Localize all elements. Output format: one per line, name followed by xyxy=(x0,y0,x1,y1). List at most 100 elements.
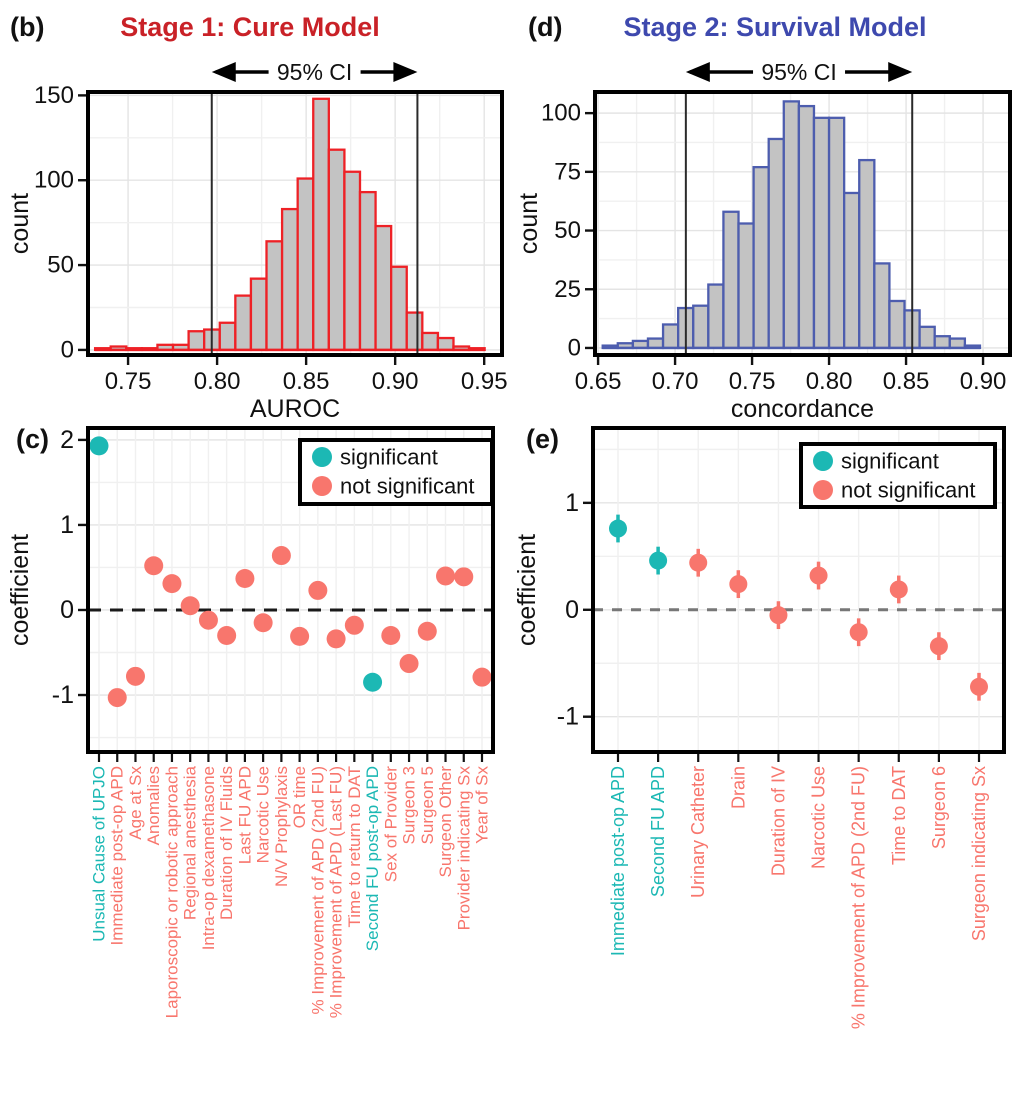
coefficient-point xyxy=(970,677,988,696)
coefficient-point xyxy=(125,666,145,686)
histogram-bar xyxy=(421,331,440,352)
category-label: Provider indicating Sx xyxy=(454,766,473,931)
legend-label-significant: significant xyxy=(340,445,438,470)
y-tick-label: 1 xyxy=(565,489,579,517)
histogram-bar xyxy=(752,165,770,350)
coefficient-point xyxy=(381,625,401,645)
panel-e-tag: (e) xyxy=(526,424,559,454)
panel-b-chart-svg: 0.75 0.80 0.85 0.90 0.95 0 50 100 150 AUROC count 9… xyxy=(6,58,508,423)
y-axis-label: coefficient xyxy=(513,534,541,646)
not-significant-dot-icon xyxy=(813,480,833,500)
histogram-bar xyxy=(296,177,315,352)
y-tick-label: 2 xyxy=(60,426,74,454)
coefficient-point xyxy=(344,615,364,635)
y-tick-label: 100 xyxy=(541,100,581,127)
legend-label-not-significant: not significant xyxy=(340,474,475,499)
y-tick-label: 75 xyxy=(554,158,581,185)
coefficient-point xyxy=(107,688,127,708)
histogram-bar xyxy=(948,337,967,350)
histogram-bar xyxy=(918,325,936,350)
coefficient-point xyxy=(809,566,828,585)
category-label: Regional anesthesia xyxy=(181,765,200,920)
histogram-bar xyxy=(692,304,710,350)
category-label: Surgeon Other xyxy=(436,766,455,878)
x-tick-label: 0.90 xyxy=(960,368,1007,395)
category-label: Narcotic Use xyxy=(254,766,273,863)
panel-d-chart-svg: 0.65 0.70 0.75 0.80 0.85 0.90 0 25 50 75 100 concor… xyxy=(515,58,1012,423)
category-label: % Improvement of APD (2nd FU) xyxy=(849,766,869,1029)
category-label: Duration of IV Fluids xyxy=(217,766,236,920)
plot-border xyxy=(86,90,504,357)
x-tick-label: 0.85 xyxy=(283,368,330,395)
histogram-bar xyxy=(737,222,755,350)
y-tick-label: 0 xyxy=(565,596,579,624)
coefficient-point xyxy=(198,610,218,630)
panel-b-histogram: 0.75 0.80 0.85 0.90 0.95 0 50 100 150 AUROC count 9… xyxy=(0,40,512,430)
category-label: Drain xyxy=(728,766,748,809)
category-label: Duration of IV xyxy=(768,766,788,876)
coefficient-point xyxy=(769,606,788,625)
coefficient-point xyxy=(417,621,437,641)
coefficient-point xyxy=(689,553,708,572)
histogram-bar xyxy=(187,330,206,352)
y-axis-label: count xyxy=(515,193,543,254)
ci-label: 95% CI xyxy=(277,59,352,85)
coefficient-point xyxy=(89,436,109,456)
panel-b-tag: (b) xyxy=(10,12,45,42)
histogram-bar xyxy=(858,158,876,350)
plot-border xyxy=(86,426,495,754)
y-tick-label: 0 xyxy=(60,596,74,624)
x-tick-label: 0.80 xyxy=(806,368,853,395)
category-label: Unsual Cause of UPJO xyxy=(90,766,109,942)
category-label: Surgeon 6 xyxy=(929,766,949,849)
coefficient-point xyxy=(271,546,291,566)
ci-label: 95% CI xyxy=(761,59,836,85)
ci-annotation: 95% CI xyxy=(685,58,913,86)
y-tick-label: 50 xyxy=(47,252,74,279)
x-tick-label: 0.75 xyxy=(729,368,776,395)
coefficient-point xyxy=(609,519,627,538)
not-significant-dot-icon xyxy=(312,476,332,496)
histogram-bar xyxy=(265,240,284,352)
histogram-bar xyxy=(358,190,377,352)
panel-e-chart-svg: -1 0 1 coefficient Immediate post-op APD Seco… xyxy=(513,426,1006,1029)
category-label: Laporoscopic or robotic approach xyxy=(162,766,181,1018)
y-tick-label: 150 xyxy=(34,82,74,109)
significant-dot-icon xyxy=(813,451,833,471)
category-label: Anomalies xyxy=(144,766,163,845)
ci-annotation: 95% CI xyxy=(211,58,418,86)
coefficient-point xyxy=(180,596,200,616)
x-tick-label: 0.70 xyxy=(652,368,699,395)
category-label: N/V Prophylaxis xyxy=(272,766,291,887)
coefficient-point xyxy=(454,567,474,587)
legend: significant not significant xyxy=(298,438,494,506)
category-label: Time to DAT xyxy=(889,766,909,865)
coefficient-point xyxy=(436,566,456,586)
histogram-bar xyxy=(436,336,455,352)
x-tick-label: 0.80 xyxy=(194,368,241,395)
histogram-bar xyxy=(797,104,816,350)
legend-label-not-significant: not significant xyxy=(841,478,976,503)
panel-c-chart-svg: -1 0 1 2 coefficient Unsual Cause of UPJO Imme… xyxy=(6,426,495,1018)
left-arrowhead-icon xyxy=(685,62,710,82)
category-label: Age at Sx xyxy=(126,766,145,840)
histogram-bar xyxy=(661,323,680,350)
coefficient-point xyxy=(472,667,492,687)
category-label: Year of Sx xyxy=(473,766,492,844)
histogram-bar xyxy=(646,337,665,350)
coefficient-point xyxy=(253,613,273,633)
category-label: % Improvement of APD (2nd FU) xyxy=(308,766,327,1014)
category-label: Second FU APD xyxy=(648,766,668,897)
coefficient-point xyxy=(290,626,310,646)
panel-e-coefficient-plot: -1 0 1 coefficient Immediate post-op APD Seco… xyxy=(511,420,1023,1107)
histogram-bar xyxy=(327,148,346,352)
y-axis-label: count xyxy=(6,193,34,254)
coefficient-point xyxy=(162,574,182,594)
category-label: Immediate post-op APD xyxy=(608,766,628,956)
coefficient-point xyxy=(399,654,419,674)
coefficient-point xyxy=(929,637,948,656)
histogram-bar xyxy=(374,224,393,352)
histogram-bar xyxy=(707,283,725,350)
right-arrowhead-icon xyxy=(393,62,418,82)
